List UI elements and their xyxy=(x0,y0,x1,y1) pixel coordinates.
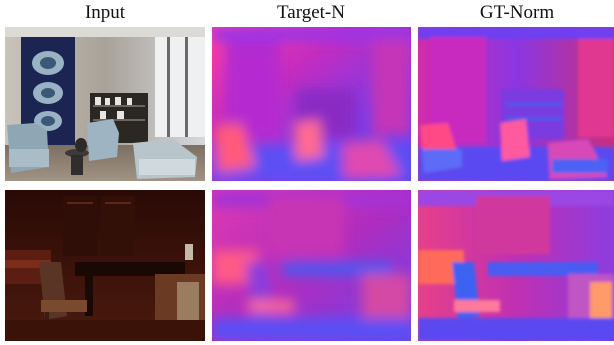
row1-input-image xyxy=(5,27,205,181)
column-header-gt-norm: GT-Norm xyxy=(479,2,555,23)
row1-gt-norm-image xyxy=(418,27,614,181)
row2-input-image xyxy=(5,190,205,341)
column-header-input: Input xyxy=(84,2,126,23)
row1-target-n-image xyxy=(212,27,411,181)
column-header-target-n: Target-N xyxy=(277,2,345,23)
row2-gt-norm-image xyxy=(418,190,614,341)
row2-target-n-image xyxy=(212,190,411,341)
